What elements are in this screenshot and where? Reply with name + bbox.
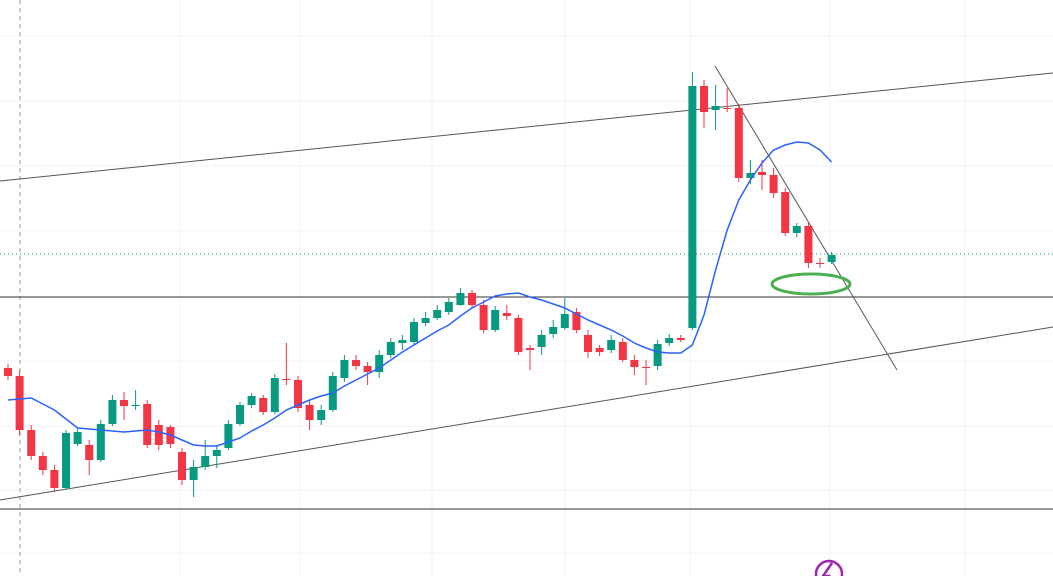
candle-body — [572, 312, 581, 330]
candle-body — [50, 470, 59, 488]
candle-body — [514, 318, 523, 352]
candle-body — [665, 338, 674, 343]
candle-body — [537, 335, 546, 347]
trend-line — [0, 326, 1053, 501]
candle-body — [723, 108, 732, 109]
candle-body — [247, 396, 256, 405]
icon-ring — [814, 559, 844, 576]
candle-body — [758, 172, 766, 175]
candle-body — [108, 400, 117, 424]
candle-body — [201, 456, 210, 467]
candle-body — [560, 314, 569, 328]
candle-body — [711, 106, 720, 110]
candle-body — [792, 226, 801, 233]
candle-body — [224, 424, 233, 448]
candle-body — [305, 405, 314, 420]
candle-body — [410, 322, 418, 342]
candle-body — [549, 327, 558, 334]
candle-body — [386, 342, 395, 355]
candle-body — [120, 400, 128, 406]
candle-body — [62, 433, 70, 488]
candle-body — [352, 360, 360, 366]
plot — [4, 72, 836, 497]
icon-bolt — [821, 562, 834, 576]
candle-body — [15, 376, 24, 430]
candle-body — [456, 293, 465, 305]
candle-body — [363, 366, 372, 372]
candle-body — [584, 335, 592, 352]
candle-body — [178, 452, 186, 480]
candle-body — [642, 367, 650, 368]
candle-body — [653, 344, 662, 366]
candle-body — [827, 255, 836, 262]
candle-body — [491, 310, 500, 330]
candle-body — [734, 108, 743, 178]
candle-body — [340, 360, 349, 378]
candle-body — [317, 410, 326, 420]
candle-body — [212, 450, 221, 456]
candle-body — [27, 430, 36, 456]
candle-body — [676, 338, 685, 340]
trend-line — [714, 65, 898, 371]
candle-body — [444, 302, 453, 312]
moving-average — [7, 141, 833, 447]
candle-body — [38, 456, 47, 470]
candle-body — [4, 368, 12, 376]
candle-body — [700, 86, 708, 112]
logo-icon — [814, 559, 844, 576]
candle-body — [96, 424, 105, 460]
candle-body — [154, 425, 163, 445]
candle-body — [270, 378, 279, 412]
candle-body — [746, 173, 755, 178]
candle-body — [421, 318, 430, 323]
candle-body — [502, 313, 511, 316]
candle-body — [294, 380, 302, 408]
candle-body — [131, 405, 140, 406]
candle-body — [607, 340, 616, 350]
trend-line — [0, 72, 1053, 182]
candle-body — [781, 192, 790, 233]
candle-body — [595, 348, 604, 352]
candle-body — [468, 293, 476, 305]
candle-body — [526, 348, 534, 350]
candle-body — [433, 310, 442, 318]
candle-body — [236, 405, 244, 424]
candle-body — [73, 432, 82, 444]
candle-body — [143, 404, 152, 445]
candle-body — [375, 355, 384, 372]
candle-body — [479, 305, 488, 330]
candle-body — [189, 467, 198, 480]
candle-body — [259, 398, 268, 412]
candle-body — [85, 445, 94, 460]
candle-body — [618, 342, 627, 360]
candle-body — [769, 175, 778, 193]
candle-body — [398, 340, 407, 343]
candle-body — [816, 263, 824, 264]
candle-body — [282, 379, 291, 380]
candle-body — [630, 360, 639, 367]
candle-body — [688, 86, 697, 328]
candle-body — [804, 226, 813, 263]
highlight-ellipse — [770, 272, 852, 296]
